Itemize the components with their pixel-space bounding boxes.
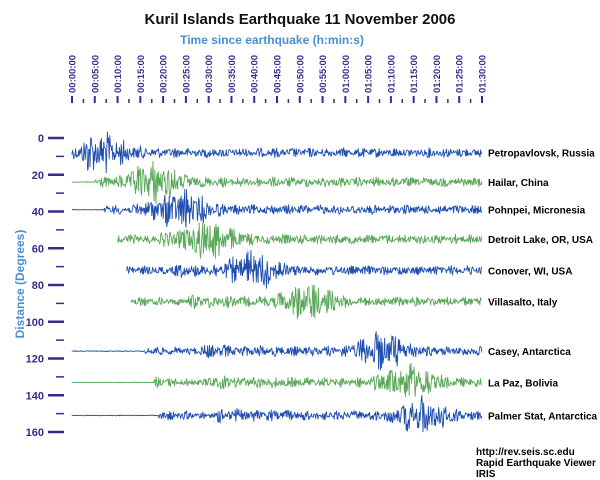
x-tick-label: 00:50:00: [295, 55, 306, 93]
x-axis-label: Time since earthquake (h:min:s): [180, 33, 364, 47]
x-tick-label: 01:10:00: [386, 55, 397, 93]
credit-viewer: Rapid Earthquake Viewer: [476, 458, 596, 469]
y-tick-label: 60: [32, 243, 44, 255]
station-label: Hailar, China: [488, 178, 549, 189]
trace-line: [71, 131, 483, 174]
x-tick-label: 00:20:00: [159, 55, 170, 93]
x-tick-label: 00:30:00: [204, 55, 215, 93]
station-label: Palmer Stat, Antarctica: [488, 411, 598, 422]
x-tick-label: 00:45:00: [273, 55, 284, 93]
credit-url: http://rev.seis.sc.edu: [476, 447, 575, 458]
trace-line: [71, 331, 483, 371]
x-tick-label: 00:55:00: [318, 55, 329, 93]
y-tick-label: 20: [32, 170, 44, 182]
trace-line: [71, 362, 483, 398]
chart-title: Kuril Islands Earthquake 11 November 200…: [145, 11, 456, 28]
x-tick-label: 00:10:00: [113, 55, 124, 93]
station-label: Detroit Lake, OR, USA: [488, 235, 593, 246]
y-tick-label: 80: [32, 280, 44, 292]
x-tick-label: 00:05:00: [90, 55, 101, 93]
station-label: Pohnpei, Micronesia: [488, 206, 586, 217]
y-tick-label: 40: [32, 207, 44, 219]
station-labels: Petropavlovsk, Russia Hailar, China Pohnpe…: [488, 149, 598, 423]
y-tick-label: 160: [26, 427, 44, 439]
x-tick-label: 01:25:00: [455, 55, 466, 93]
y-tick-label: 140: [26, 390, 44, 402]
station-label: Casey, Antarctica: [488, 347, 571, 358]
x-tick-label: 01:00:00: [341, 55, 352, 93]
station-label: Villasalto, Italy: [488, 298, 558, 309]
station-label: Conover, WI, USA: [488, 266, 572, 277]
trace-line: [71, 160, 483, 205]
x-tick-label: 00:40:00: [250, 55, 261, 93]
trace-line: [71, 394, 483, 433]
x-tick-label: 01:30:00: [478, 55, 489, 93]
x-tick-label: 00:00:00: [68, 55, 79, 93]
y-tick-label: 100: [26, 317, 44, 329]
credits: http://rev.seis.sc.edu Rapid Earthquake …: [476, 447, 596, 480]
trace-line: [71, 188, 483, 228]
x-tick-label: 01:20:00: [432, 55, 443, 93]
x-axis: 00:00:00 00:05:00 00:10:00 00:15:00 00:20:00…: [68, 55, 489, 103]
x-tick-label: 00:25:00: [181, 55, 192, 93]
x-tick-label: 01:15:00: [409, 55, 420, 93]
y-axis-label: Distance (Degrees): [13, 230, 27, 339]
seismic-traces: [71, 131, 483, 433]
y-tick-label: 120: [26, 354, 44, 366]
trace-line: [126, 250, 483, 289]
x-tick-label: 00:35:00: [227, 55, 238, 93]
y-axis: 0 20 40 60 80 100 120 140 160: [26, 133, 64, 439]
x-tick-label: 01:05:00: [364, 55, 375, 93]
station-label: La Paz, Bolivia: [488, 378, 558, 389]
trace-line: [117, 222, 483, 259]
trace-line: [130, 284, 483, 320]
station-label: Petropavlovsk, Russia: [488, 149, 595, 160]
x-tick-label: 00:15:00: [136, 55, 147, 93]
credit-iris: IRIS: [476, 469, 496, 480]
y-tick-label: 0: [38, 133, 44, 145]
